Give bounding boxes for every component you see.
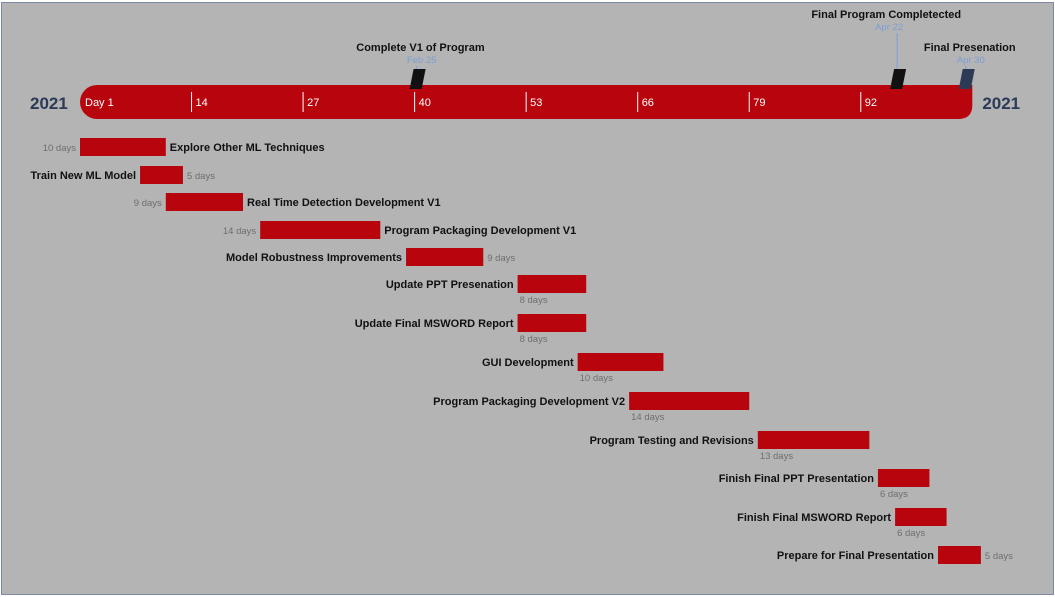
tick-label: 92 [865, 97, 877, 109]
task-label: Prepare for Final Presentation [777, 550, 934, 562]
task-duration-label: 5 days [187, 171, 215, 182]
task-label: GUI Development [482, 357, 574, 369]
task-bar [140, 166, 183, 184]
task-duration-label: 5 days [985, 551, 1013, 562]
tick-label: 27 [307, 97, 319, 109]
milestone-title: Complete V1 of Program [356, 42, 485, 54]
task-bar [877, 469, 930, 487]
tick-label: Day 1 [85, 97, 114, 109]
task-duration-label: 6 days [880, 489, 908, 500]
task-bar [165, 193, 244, 211]
task-duration-label: 8 days [520, 295, 548, 306]
milestone-date: Feb 25 [407, 55, 437, 66]
milestone-date: Apr 22 [875, 22, 903, 33]
task-bar [80, 138, 166, 156]
task-label: Real Time Detection Development V1 [247, 197, 441, 209]
task-duration-label: 10 days [580, 373, 614, 384]
task-label: Update Final MSWORD Report [355, 318, 514, 330]
milestone-marker [890, 69, 907, 89]
task-bar [406, 248, 484, 266]
tick-label: 53 [530, 97, 542, 109]
task-label: Train New ML Model [31, 170, 137, 182]
task-bar [629, 392, 750, 410]
start-year-label: 2021 [30, 94, 68, 113]
task-bar [938, 546, 981, 564]
task-duration-label: 14 days [223, 226, 257, 237]
tick-label: 14 [196, 97, 208, 109]
gantt-chart: 2021 2021 Day 1 14 27 40 53 66 79 92 Complete V1 o… [30, 9, 1020, 564]
task-label: Finish Final PPT Presentation [719, 473, 875, 485]
task-label: Finish Final MSWORD Report [737, 512, 891, 524]
task-duration-label: 8 days [520, 334, 548, 345]
task-label: Program Packaging Development V2 [433, 396, 625, 408]
milestone-title: Final Program Completected [811, 9, 961, 21]
task-label: Explore Other ML Techniques [170, 142, 325, 154]
task-bar [517, 314, 587, 332]
task-label: Model Robustness Improvements [226, 252, 402, 264]
tick-label: 40 [419, 97, 431, 109]
task-duration-label: 14 days [631, 412, 665, 423]
task-label: Update PPT Presenation [386, 279, 514, 291]
milestone-marker [409, 69, 426, 89]
milestone-date: Apr 30 [957, 55, 985, 66]
task-bar [260, 221, 381, 239]
tick-label: 66 [642, 97, 654, 109]
task-bar [577, 353, 664, 371]
milestone-title: Final Presenation [924, 42, 1016, 54]
task-duration-label: 6 days [897, 528, 925, 539]
tick-label: 79 [753, 97, 765, 109]
task-label: Program Packaging Development V1 [384, 225, 576, 237]
task-duration-label: 13 days [760, 451, 794, 462]
milestone-marker [958, 69, 975, 89]
task-bar [517, 275, 587, 293]
end-year-label: 2021 [982, 94, 1020, 113]
task-label: Program Testing and Revisions [590, 435, 754, 447]
task-duration-label: 9 days [487, 253, 515, 264]
task-duration-label: 10 days [43, 143, 77, 154]
task-bar [895, 508, 947, 526]
task-duration-label: 9 days [134, 198, 162, 209]
task-bar [757, 431, 870, 449]
